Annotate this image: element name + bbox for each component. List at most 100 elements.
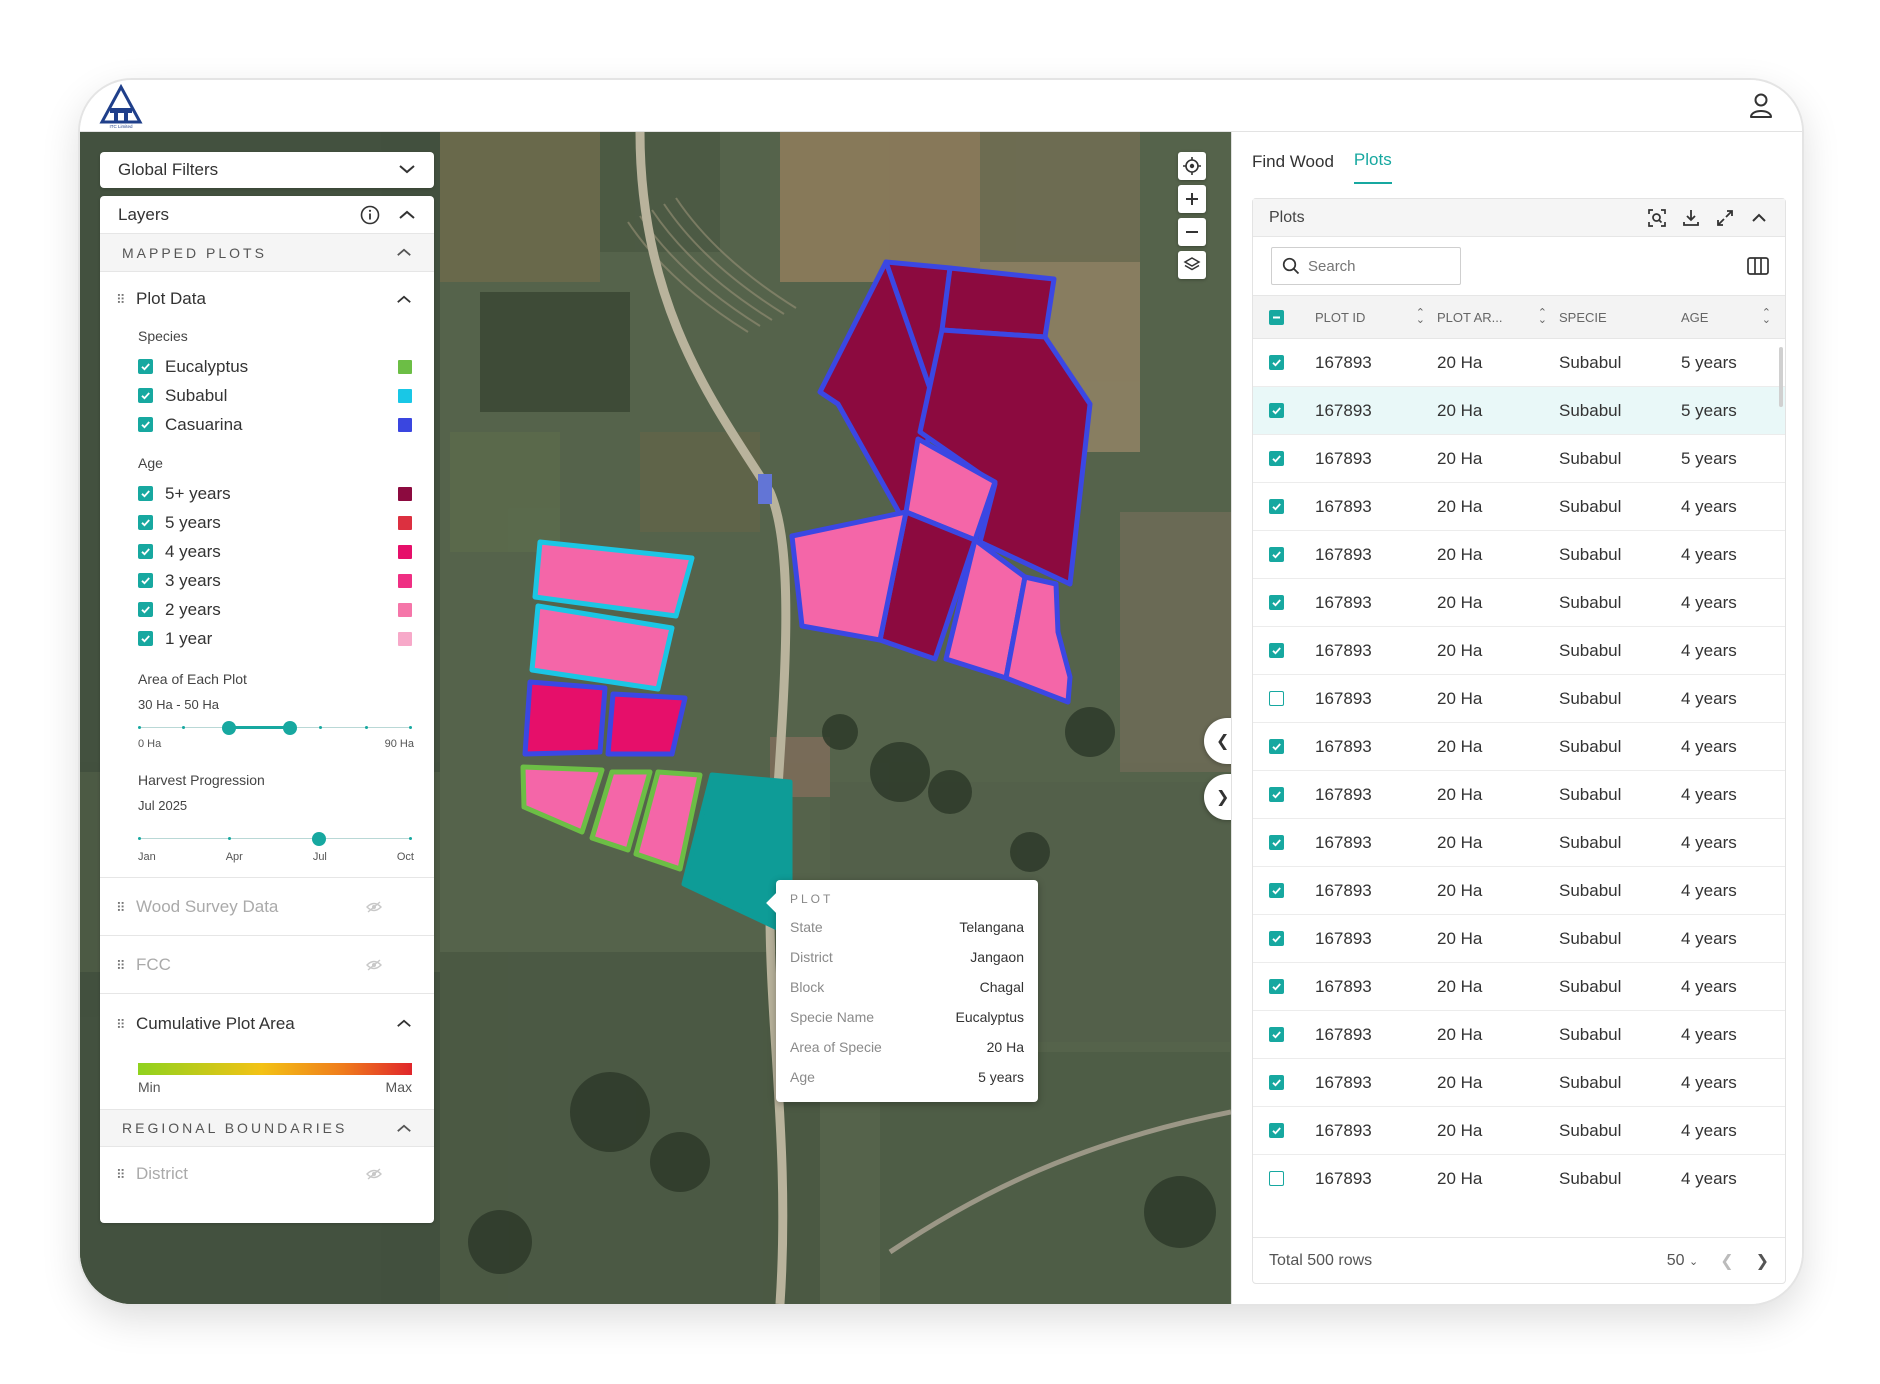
sort-icon[interactable]: ⌃ ⌄ [1537, 307, 1547, 326]
row-checkbox[interactable] [1269, 787, 1284, 802]
column-plot-id[interactable]: PLOT ID ⌃ ⌄ [1315, 307, 1437, 326]
drag-handle-icon[interactable]: ⠿ [116, 292, 126, 307]
legend-checkbox[interactable] [138, 544, 153, 559]
table-row[interactable]: 167893 20 Ha Subabul 4 years [1253, 1107, 1785, 1155]
expand-panel-button[interactable]: ❯ [1204, 774, 1231, 820]
table-row[interactable]: 167893 20 Ha Subabul 4 years [1253, 675, 1785, 723]
columns-icon[interactable] [1747, 257, 1769, 275]
expand-icon[interactable] [1715, 208, 1735, 228]
table-row[interactable]: 167893 20 Ha Subabul 4 years [1253, 1155, 1785, 1199]
select-all-checkbox[interactable] [1269, 309, 1284, 325]
row-checkbox[interactable] [1269, 1075, 1284, 1090]
legend-row[interactable]: 3 years [100, 566, 434, 595]
legend-checkbox[interactable] [138, 388, 153, 403]
table-row[interactable]: 167893 20 Ha Subabul 4 years [1253, 627, 1785, 675]
legend-row[interactable]: Eucalyptus [100, 352, 434, 381]
chevron-up-icon[interactable] [396, 1123, 412, 1134]
plot-polygon[interactable] [589, 769, 653, 853]
row-checkbox[interactable] [1269, 643, 1284, 658]
plot-polygon[interactable] [532, 539, 695, 619]
table-row[interactable]: 167893 20 Ha Subabul 5 years [1253, 339, 1785, 387]
legend-checkbox[interactable] [138, 602, 153, 617]
layers-toggle-button[interactable] [1178, 251, 1206, 279]
next-page-button[interactable]: ❯ [1755, 1252, 1769, 1270]
table-row[interactable]: 167893 20 Ha Subabul 4 years [1253, 531, 1785, 579]
row-checkbox[interactable] [1269, 979, 1284, 994]
legend-row[interactable]: 1 year [100, 624, 434, 653]
plot-polygon[interactable] [522, 679, 608, 757]
map-view[interactable]: Global Filters Layers MAPPED PLOTS [80, 132, 1231, 1304]
plot-polygon[interactable] [529, 603, 675, 692]
info-icon[interactable] [360, 205, 380, 225]
locate-button[interactable] [1178, 152, 1206, 180]
plot-polygon[interactable] [789, 509, 909, 643]
table-row[interactable]: 167893 20 Ha Subabul 5 years [1253, 435, 1785, 483]
row-checkbox[interactable] [1269, 883, 1284, 898]
sort-icon[interactable]: ⌃ ⌄ [1415, 307, 1425, 326]
layers-header[interactable]: Layers [100, 196, 434, 234]
table-scrollbar[interactable] [1779, 347, 1783, 407]
legend-checkbox[interactable] [138, 417, 153, 432]
layer-district[interactable]: ⠿ District [100, 1147, 434, 1201]
chevron-up-icon[interactable] [1749, 208, 1769, 228]
plot-polygon[interactable] [1003, 574, 1073, 705]
row-checkbox[interactable] [1269, 547, 1284, 562]
area-range-slider[interactable] [138, 718, 413, 738]
user-icon[interactable] [1748, 92, 1774, 120]
area-max-handle[interactable] [283, 721, 298, 735]
table-row[interactable]: 167893 20 Ha Subabul 4 years [1253, 963, 1785, 1011]
column-plot-area[interactable]: PLOT AR... ⌃ ⌄ [1437, 307, 1559, 326]
drag-handle-icon[interactable]: ⠿ [116, 899, 126, 915]
row-checkbox[interactable] [1269, 403, 1284, 418]
tab-find-wood[interactable]: Find Wood [1252, 152, 1334, 171]
table-row[interactable]: 167893 20 Ha Subabul 4 years [1253, 483, 1785, 531]
column-specie[interactable]: SPECIE [1559, 310, 1681, 325]
global-filters-dropdown[interactable]: Global Filters [100, 152, 434, 188]
cumulative-header[interactable]: ⠿ Cumulative Plot Area [100, 993, 434, 1053]
chevron-up-icon[interactable] [396, 1018, 412, 1029]
table-row[interactable]: 167893 20 Ha Subabul 4 years [1253, 1059, 1785, 1107]
table-row[interactable]: 167893 20 Ha Subabul 4 years [1253, 723, 1785, 771]
legend-row[interactable]: 5 years [100, 508, 434, 537]
plot-polygon[interactable] [917, 327, 1093, 587]
legend-checkbox[interactable] [138, 573, 153, 588]
area-min-handle[interactable] [222, 721, 237, 735]
row-checkbox[interactable] [1269, 595, 1284, 610]
legend-row[interactable]: 5+ years [100, 479, 434, 508]
legend-row[interactable]: Casuarina [100, 410, 434, 439]
row-checkbox[interactable] [1269, 1171, 1284, 1186]
row-checkbox[interactable] [1269, 1123, 1284, 1138]
prev-page-button[interactable]: ❮ [1720, 1252, 1734, 1270]
chevron-up-icon[interactable] [396, 247, 412, 258]
row-checkbox[interactable] [1269, 355, 1284, 370]
legend-row[interactable]: 4 years [100, 537, 434, 566]
column-age[interactable]: AGE ⌃ ⌄ [1681, 308, 1783, 326]
eye-off-icon[interactable] [366, 958, 382, 971]
search-box[interactable] [1271, 247, 1461, 285]
row-checkbox[interactable] [1269, 451, 1284, 466]
table-row[interactable]: 167893 20 Ha Subabul 4 years [1253, 819, 1785, 867]
legend-checkbox[interactable] [138, 359, 153, 374]
tab-plots[interactable]: Plots [1353, 150, 1392, 184]
chevron-up-icon[interactable] [396, 294, 412, 305]
plot-polygon[interactable] [605, 691, 688, 757]
zoom-in-button[interactable] [1178, 185, 1206, 213]
drag-handle-icon[interactable]: ⠿ [116, 957, 126, 973]
row-checkbox[interactable] [1269, 739, 1284, 754]
drag-handle-icon[interactable]: ⠿ [116, 1016, 126, 1032]
row-checkbox[interactable] [1269, 835, 1284, 850]
plot-data-header[interactable]: ⠿ Plot Data [100, 272, 434, 326]
row-checkbox[interactable] [1269, 691, 1284, 706]
download-icon[interactable] [1681, 208, 1701, 228]
legend-checkbox[interactable] [138, 515, 153, 530]
plot-polygon[interactable] [817, 259, 938, 535]
plot-polygon[interactable] [939, 265, 1057, 340]
zoom-out-button[interactable] [1178, 218, 1206, 246]
page-size-select[interactable]: 50 ⌄ [1667, 1252, 1698, 1270]
plot-polygons[interactable] [80, 132, 1231, 1304]
layer-fcc[interactable]: ⠿ FCC [100, 935, 434, 993]
table-row[interactable]: 167893 20 Ha Subabul 4 years [1253, 867, 1785, 915]
legend-checkbox[interactable] [138, 486, 153, 501]
table-row[interactable]: 167893 20 Ha Subabul 4 years [1253, 915, 1785, 963]
search-input[interactable] [1308, 257, 1448, 275]
